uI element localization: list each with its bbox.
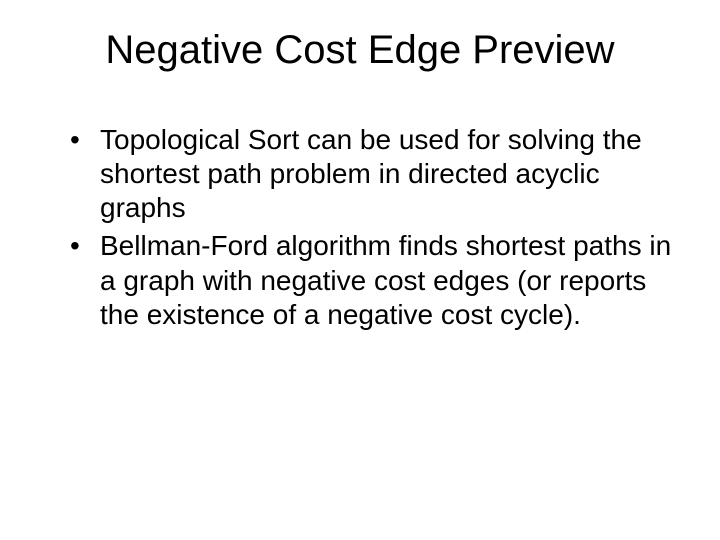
bullet-list: Topological Sort can be used for solving… — [40, 123, 680, 332]
slide-title: Negative Cost Edge Preview — [40, 28, 680, 73]
bullet-item: Bellman-Ford algorithm finds shortest pa… — [70, 229, 680, 331]
bullet-item: Topological Sort can be used for solving… — [70, 123, 680, 225]
